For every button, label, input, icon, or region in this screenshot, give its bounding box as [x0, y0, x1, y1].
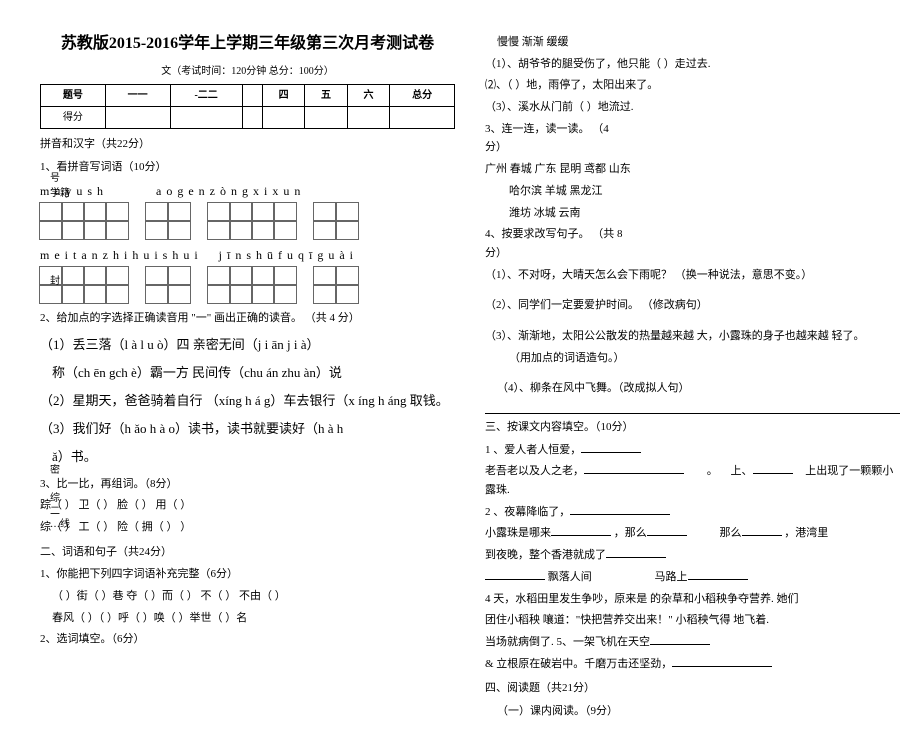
- question-text: & 立根原在破岩中。千磨万击还坚劲，: [485, 655, 900, 674]
- pair-text: 广州 春城 广东 昆明 鸢都 山东: [485, 160, 900, 179]
- question-text: ǎ）书。: [52, 446, 455, 468]
- question-text: 到夜晚，整个香港就成了: [485, 546, 900, 565]
- side-label: 密: [50, 462, 60, 479]
- question-text: （1）、胡爷爷的腿受伤了，他只能（ ）走过去.: [485, 55, 900, 74]
- question-text: （2）星期天，爸爸骑着自行 （xíng h á g）车去银行（x íng h á…: [40, 390, 455, 412]
- question-text: 踪（ ） 卫（ ） 脸（ ） 用（ ）: [40, 496, 455, 515]
- answer-boxes: [40, 203, 455, 239]
- score-row-label: 得分: [41, 107, 106, 129]
- pair-text: 哈尔滨 羊城 黑龙江: [509, 182, 900, 201]
- question-label: 1、看拼音写词语（10分）: [40, 158, 455, 177]
- section-head: 三、按课文内容填空。（10分）: [485, 413, 900, 437]
- question-text: （3）我们好（h ǎo h à o）读书，读书就要读好（h à h: [40, 418, 455, 440]
- question-label: （一）课内阅读。（9分）: [497, 702, 900, 721]
- question-text: （4）、柳条在风中飞舞。（改成拟人句）: [497, 379, 900, 398]
- pinyin-text: a o g e n z ò n g x i x u n: [156, 184, 301, 198]
- question-text: 综（ ） 工（ ） 险（ 拥（ ） ）: [40, 518, 455, 537]
- score-table: 题号 一一 -二二 四 五 六 总分 得分: [40, 84, 455, 129]
- question-text: 2 、夜幕降临了，: [485, 503, 900, 522]
- question-label: 1、你能把下列四字词语补充完整（6分）: [40, 565, 455, 584]
- side-label: 封: [50, 273, 60, 290]
- question-label: 2、选词填空。（6分）: [40, 630, 455, 649]
- question-text: 小露珠是哪来 ，那么 那么 ，港湾里: [485, 524, 900, 543]
- question-text: 团住小稻秧 嚷道："快把营养交出来！" 小稻秧气得 地飞着.: [485, 611, 900, 630]
- side-label: 学籍: [50, 185, 70, 202]
- question-text: （3）、渐渐地，太阳公公散发的热量越来越 大，小露珠的身子也越来越 轻了。: [485, 327, 900, 346]
- question-text: （用加点的词语造句。）: [509, 349, 900, 368]
- score-header: 一一: [105, 85, 170, 107]
- question-text: （1）、不对呀，大晴天怎么会下雨呢？ （换一种说法，意思不变。）: [485, 266, 900, 285]
- score-header: 六: [347, 85, 389, 107]
- question-text: 春风（ ）（ ）呼（ ）唤（ ）举世（ ）名: [52, 609, 455, 628]
- question-text: 4 天，水稻田里发生争吵，原来是 的杂草和小稻秧争夺营养. 她们: [485, 590, 900, 609]
- table-row: 题号 一一 -二二 四 五 六 总分: [41, 85, 455, 107]
- question-text: 当场就病倒了. 5、一架飞机在天空: [485, 633, 900, 652]
- question-text: 1 、爱人者人恒爱，: [485, 441, 900, 460]
- pinyin-text: m e i t a n z h i h u i s h u i: [40, 248, 199, 262]
- pair-text: 潍坊 冰城 云南: [509, 204, 900, 223]
- question-label: 3、比一比，再组词。（8分）: [40, 475, 455, 494]
- page-title: 苏教版2015-2016学年上学期三年级第三次月考测试卷: [40, 30, 455, 57]
- score-header: 总分: [390, 85, 455, 107]
- score-header: [242, 85, 262, 107]
- question-text: （1）丢三落（l à l u ò）四 亲密无间（j i ān j i à）: [40, 334, 455, 356]
- score-header: -二二: [170, 85, 242, 107]
- question-text: （2）、同学们一定要爱护时间。 （修改病句）: [485, 296, 900, 315]
- page-subtitle: 文（考试时间：120分钟 总分：100分）: [40, 63, 455, 80]
- answer-boxes: [40, 267, 455, 303]
- question-label: 2、给加点的字选择正确读音用 "一" 画出正确的读音。 （共 4 分）: [40, 309, 455, 328]
- question-text: 称（ch ēn gch è）霸一方 民间传（chu án zhu àn）说: [52, 362, 455, 384]
- pinyin-text: j ī n s h ū f u q ī g u à i: [219, 248, 354, 262]
- side-label: …线: [50, 516, 70, 533]
- score-header: 题号: [41, 85, 106, 107]
- question-text: 飘落人间 马路上: [485, 568, 900, 587]
- section-head: 拼音和汉字（共22分）: [40, 135, 455, 154]
- question-text: （3）、溪水从门前（ ）地流过.: [485, 98, 900, 117]
- question-label: 4、按要求改写句子。 （共 8 分）: [485, 225, 900, 262]
- score-header: 五: [305, 85, 347, 107]
- score-header: 四: [262, 85, 304, 107]
- question-text: 慢慢 渐渐 缓缓: [497, 33, 900, 52]
- question-text: ⑵、（ ）地，雨停了，太阳出来了。: [485, 76, 900, 95]
- question-text: （ ）街（ ）巷 夺（ ）而（ ） 不（ ） 不由（ ）: [52, 587, 455, 606]
- question-label: 3、连一连，读一读。 （4 分）: [485, 120, 900, 157]
- table-row: 得分: [41, 107, 455, 129]
- section-head: 四、阅读题（共21分）: [485, 679, 900, 698]
- question-text: 老吾老以及人之老， 。 上、 上出现了一颗颗小露珠.: [485, 462, 900, 499]
- section-head: 二、词语和句子（共24分）: [40, 543, 455, 562]
